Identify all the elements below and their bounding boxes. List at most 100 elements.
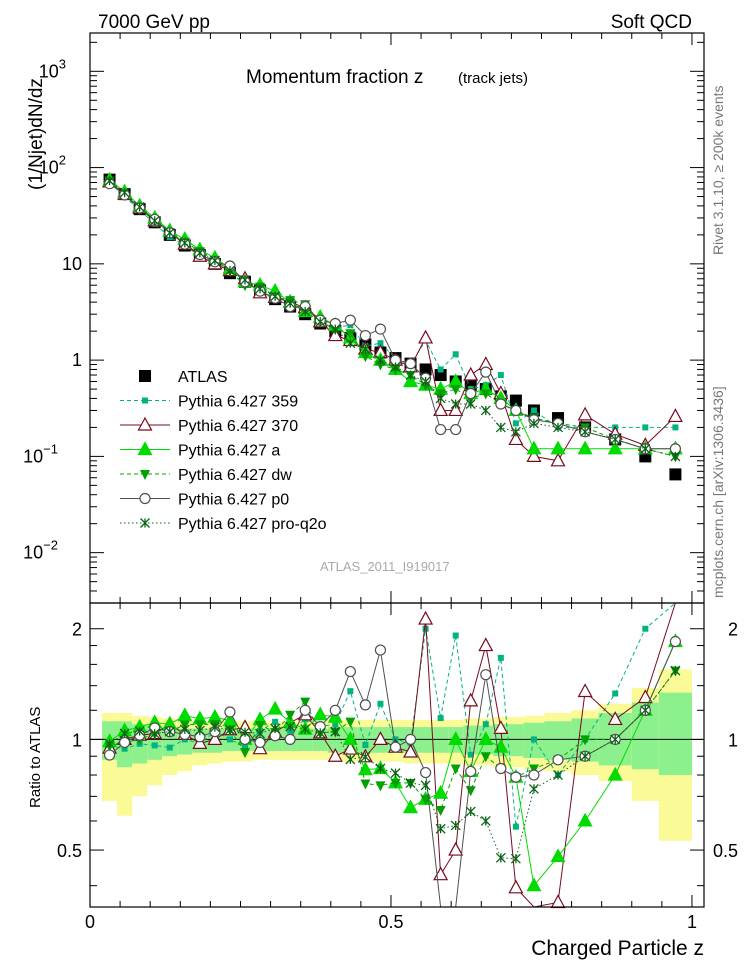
ratio-point-pythia-6-427-359 bbox=[437, 715, 444, 722]
point-pythia-6-427-pro-q2o bbox=[510, 426, 521, 437]
y-axis-label: (1/Njet)dN/dz bbox=[26, 78, 47, 190]
series-line-pythia-6-427-p0 bbox=[109, 183, 676, 450]
ratio-point-pythia-6-427-359 bbox=[332, 721, 339, 728]
point-pythia-6-427-p0 bbox=[374, 323, 387, 335]
ratio-point-pythia-6-427-370 bbox=[478, 637, 494, 652]
legend-marker bbox=[139, 492, 151, 505]
ratio-point-pythia-6-427-dw bbox=[360, 779, 371, 790]
point-pythia-6-427-359 bbox=[497, 372, 504, 379]
ratio-point-pythia-6-427-a bbox=[177, 707, 193, 722]
ratio-point-pythia-6-427-p0 bbox=[119, 736, 131, 749]
ratio-point-pythia-6-427-359 bbox=[226, 736, 233, 743]
ratio-tick-label: 1 bbox=[72, 730, 82, 750]
point-pythia-6-427-dw bbox=[450, 385, 461, 396]
point-pythia-6-427-pro-q2o bbox=[194, 247, 205, 258]
ratio-tick-label: 1 bbox=[728, 730, 738, 750]
ratio-point-pythia-6-427-pro-q2o bbox=[179, 724, 190, 735]
ratio-point-pythia-6-427-359 bbox=[121, 745, 128, 752]
legend-marker bbox=[140, 470, 150, 480]
ratio-point-pythia-6-427-359 bbox=[482, 721, 489, 728]
y-tick-label: 1 bbox=[72, 350, 82, 370]
ratio-point-pythia-6-427-pro-q2o bbox=[390, 768, 401, 779]
ratio-point-pythia-6-427-pro-q2o bbox=[670, 665, 681, 676]
ratio-point-pythia-6-427-p0 bbox=[510, 771, 522, 783]
point-pythia-6-427-p0 bbox=[404, 358, 417, 370]
point-pythia-6-427-370 bbox=[433, 402, 449, 417]
point-atlas bbox=[509, 394, 522, 407]
point-pythia-6-427-pro-q2o bbox=[134, 201, 145, 212]
point-pythia-6-427-pro-q2o bbox=[315, 316, 326, 327]
legend-label: Pythia 6.427 370 bbox=[178, 418, 298, 435]
point-pythia-6-427-370 bbox=[508, 431, 524, 446]
point-pythia-6-427-p0 bbox=[510, 404, 522, 417]
ratio-point-pythia-6-427-pro-q2o bbox=[224, 724, 235, 735]
ratio-point-pythia-6-427-p0 bbox=[254, 736, 266, 749]
point-pythia-6-427-pro-q2o bbox=[119, 187, 130, 198]
ratio-point-pythia-6-427-a bbox=[526, 877, 542, 892]
point-atlas bbox=[669, 468, 682, 481]
point-pythia-6-427-pro-q2o bbox=[405, 370, 416, 380]
ratio-point-pythia-6-427-359 bbox=[362, 742, 369, 749]
point-pythia-6-427-p0 bbox=[359, 329, 371, 342]
ratio-point-pythia-6-427-a bbox=[433, 784, 449, 799]
ratio-point-pythia-6-427-370 bbox=[448, 841, 464, 856]
ratio-point-pythia-6-427-dw bbox=[194, 720, 205, 731]
ratio-point-pythia-6-427-359 bbox=[530, 736, 537, 743]
ratio-point-pythia-6-427-a bbox=[550, 848, 566, 863]
point-pythia-6-427-pro-q2o bbox=[240, 275, 250, 285]
ratio-point-pythia-6-427-dw bbox=[465, 786, 476, 797]
point-pythia-6-427-pro-q2o bbox=[300, 306, 311, 317]
ratio-point-pythia-6-427-370 bbox=[342, 740, 358, 755]
ratio-point-pythia-6-427-370 bbox=[508, 879, 524, 894]
point-pythia-6-427-p0 bbox=[480, 366, 492, 378]
ratio-point-pythia-6-427-p0 bbox=[480, 669, 492, 681]
ratio-point-pythia-6-427-359 bbox=[151, 742, 158, 749]
ratio-point-pythia-6-427-pro-q2o bbox=[300, 724, 311, 735]
ratio-point-pythia-6-427-p0 bbox=[224, 706, 236, 718]
ratio-point-pythia-6-427-pro-q2o bbox=[315, 727, 326, 738]
ratio-point-pythia-6-427-370 bbox=[493, 720, 509, 734]
ratio-point-pythia-6-427-dw bbox=[450, 764, 461, 775]
point-pythia-6-427-pro-q2o bbox=[375, 355, 386, 366]
ratio-band-inner bbox=[508, 724, 524, 757]
point-pythia-6-427-370 bbox=[577, 406, 593, 421]
point-pythia-6-427-359 bbox=[437, 366, 444, 373]
series-line-pythia-6-427-dw bbox=[109, 180, 676, 457]
ratio-point-pythia-6-427-359 bbox=[347, 688, 354, 695]
ratio-point-pythia-6-427-p0 bbox=[374, 644, 387, 656]
side-rivet-label: Rivet 3.1.10, ≥ 200k events bbox=[710, 85, 726, 255]
point-pythia-6-427-pro-q2o bbox=[528, 418, 539, 429]
ratio-point-pythia-6-427-359 bbox=[452, 632, 459, 639]
y-tick-label: 10−2 bbox=[23, 538, 58, 563]
ratio-point-pythia-6-427-pro-q2o bbox=[209, 722, 220, 733]
ratio-point-pythia-6-427-dw bbox=[375, 781, 386, 792]
legend-marker bbox=[139, 370, 151, 382]
ratio-point-pythia-6-427-359 bbox=[377, 700, 384, 707]
point-pythia-6-427-pro-q2o bbox=[420, 376, 431, 387]
point-pythia-6-427-p0 bbox=[495, 398, 507, 410]
ratio-band-inner bbox=[658, 692, 692, 776]
ratio-point-pythia-6-427-pro-q2o bbox=[405, 778, 416, 788]
ratio-point-pythia-6-427-359 bbox=[497, 654, 504, 661]
ratio-point-pythia-6-427-pro-q2o bbox=[330, 726, 341, 737]
point-pythia-6-427-pro-q2o bbox=[164, 227, 175, 238]
ratio-plot-frame bbox=[89, 602, 705, 908]
legend-label: Pythia 6.427 pro-q2o bbox=[178, 516, 327, 533]
point-pythia-6-427-pro-q2o bbox=[224, 265, 235, 276]
ratio-point-pythia-6-427-a bbox=[478, 731, 494, 746]
ratio-point-pythia-6-427-dw bbox=[390, 778, 401, 789]
point-pythia-6-427-370 bbox=[463, 366, 479, 381]
ratio-point-pythia-6-427-370 bbox=[463, 692, 479, 707]
side-mcplots-label: mcplots.cern.ch [arXiv:1306.3436] bbox=[710, 386, 726, 598]
point-pythia-6-427-pro-q2o bbox=[450, 399, 461, 409]
ratio-point-pythia-6-427-pro-q2o bbox=[553, 770, 563, 780]
ratio-point-pythia-6-427-pro-q2o bbox=[270, 723, 281, 734]
x-tick-label: 1 bbox=[687, 912, 697, 932]
ratio-point-pythia-6-427-a bbox=[577, 812, 593, 827]
ratio-point-pythia-6-427-359 bbox=[612, 690, 619, 697]
ratio-point-pythia-6-427-pro-q2o bbox=[149, 728, 160, 739]
point-pythia-6-427-p0 bbox=[344, 314, 356, 326]
ratio-point-pythia-6-427-a bbox=[342, 731, 358, 746]
ratio-point-pythia-6-427-p0 bbox=[284, 733, 296, 746]
ratio-point-pythia-6-427-a bbox=[403, 799, 419, 814]
